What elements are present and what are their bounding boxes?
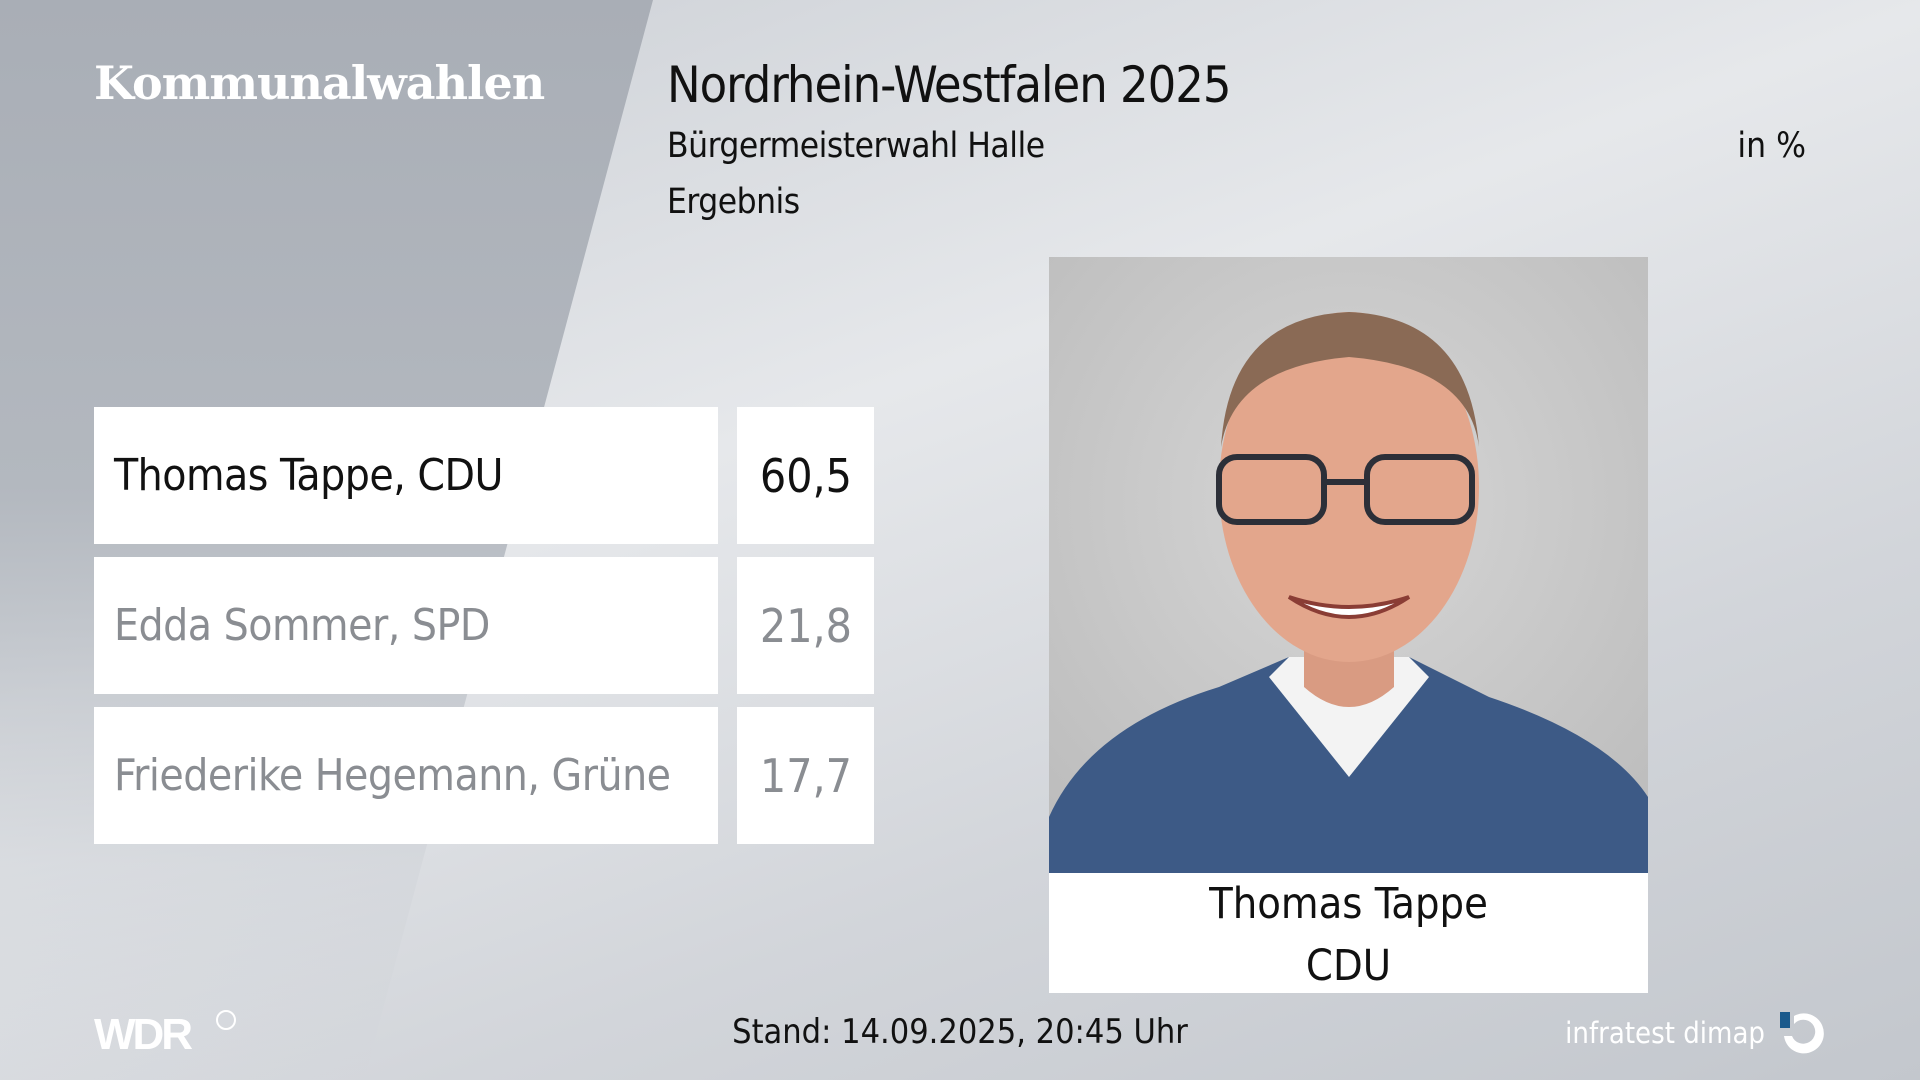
winner-caption: Thomas Tappe CDU — [1049, 873, 1648, 993]
brand-title: Kommunalwahlen — [94, 56, 545, 110]
infratest-logo-icon — [1780, 1012, 1826, 1058]
result-row-value: 17,7 — [737, 707, 874, 844]
result-row-value: 21,8 — [737, 557, 874, 694]
pollster-name: infratest dimap — [1565, 1016, 1765, 1050]
result-row-candidate: Thomas Tappe, CDU — [94, 407, 718, 544]
subtitle: Bürgermeisterwahl Halle — [667, 126, 1045, 166]
result-label: Ergebnis — [667, 182, 800, 222]
ard-one-icon — [216, 1010, 236, 1030]
result-row-candidate: Friederike Hegemann, Grüne — [94, 707, 718, 844]
wdr-logo: WDR — [94, 1010, 193, 1059]
winner-party: CDU — [1305, 941, 1392, 991]
unit-label: in % — [1737, 126, 1806, 166]
result-row-candidate: Edda Sommer, SPD — [94, 557, 718, 694]
winner-name: Thomas Tappe — [1209, 879, 1488, 929]
page-title: Nordrhein-Westfalen 2025 — [667, 56, 1231, 114]
candidate-photo — [1049, 257, 1648, 873]
result-row-value: 60,5 — [737, 407, 874, 544]
timestamp: Stand: 14.09.2025, 20:45 Uhr — [732, 1012, 1188, 1052]
